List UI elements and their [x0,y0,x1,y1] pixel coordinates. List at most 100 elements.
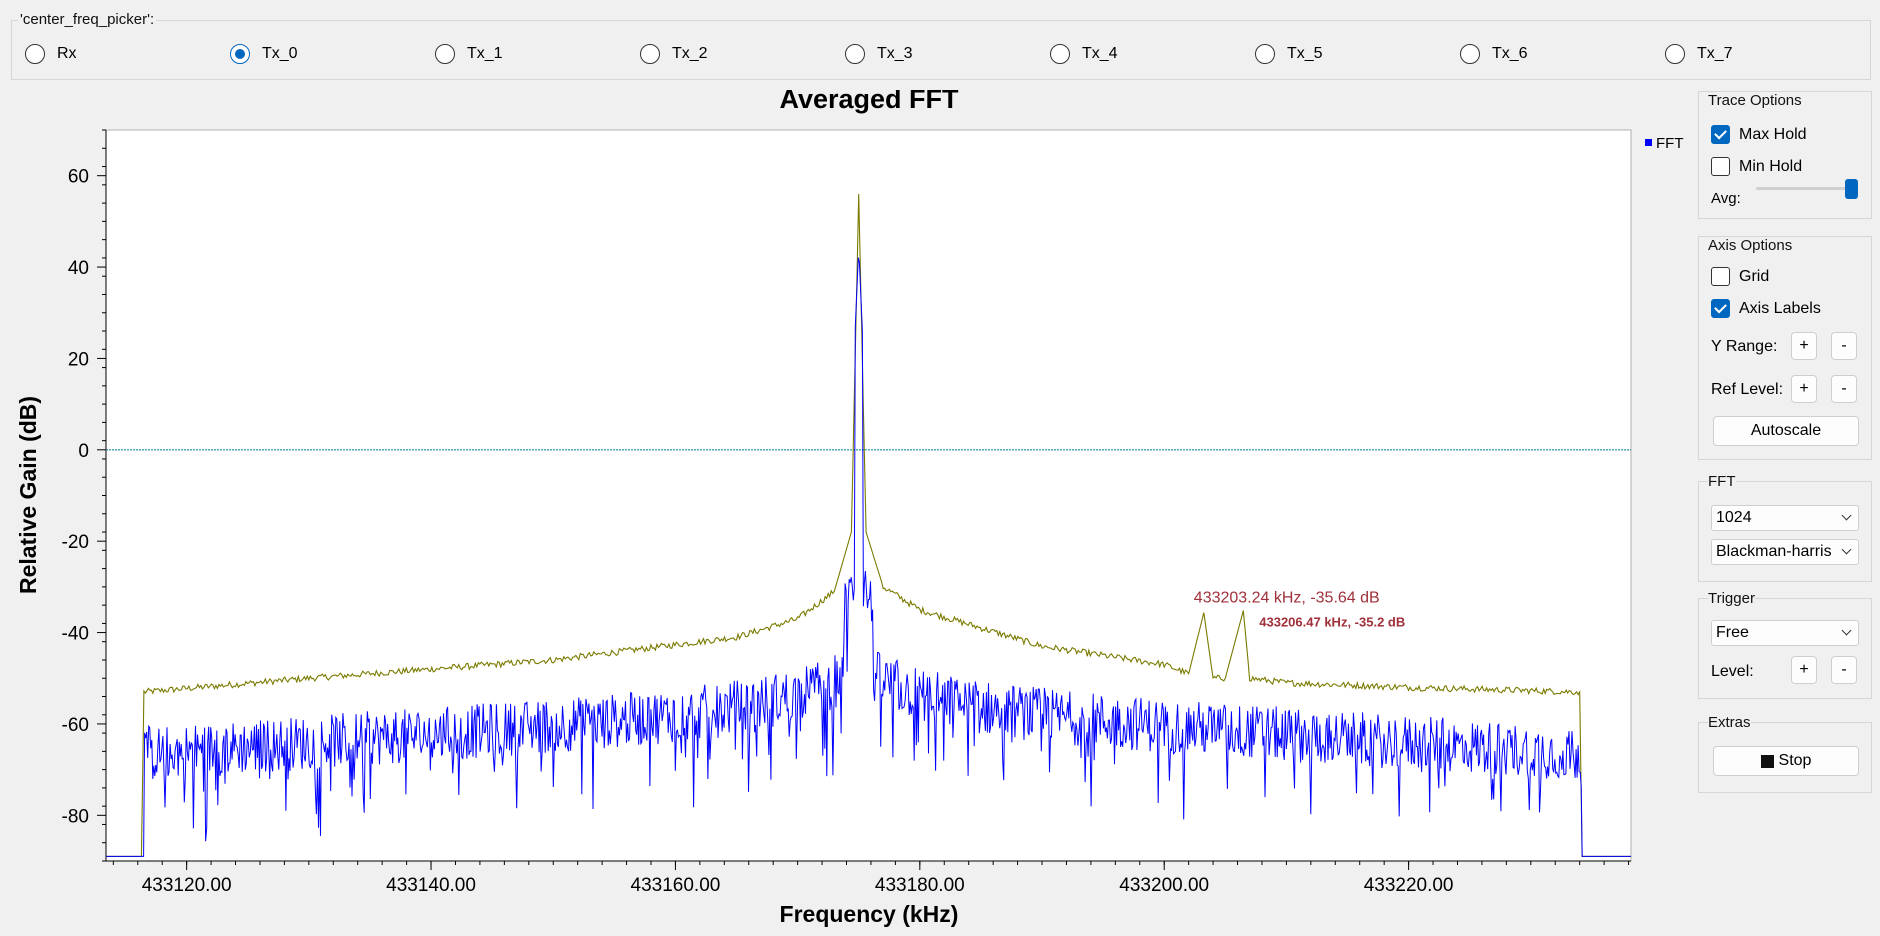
avg-label: Avg: [1711,190,1741,207]
x-tick-label: 433160.00 [631,875,721,896]
trigger-title: Trigger [1708,590,1755,607]
autoscale-button[interactable]: Autoscale [1713,416,1859,446]
radio-option-tx_2[interactable]: Tx_2 [640,44,708,64]
trigger-group: Trigger Free Level: + - [1698,590,1872,699]
peak-annotation: 433203.24 kHz, -35.64 dB [1194,590,1380,607]
fft-group: FFT 1024 Blackman-harris [1698,473,1872,582]
grid-check[interactable] [1711,267,1730,286]
legend-entry-fft: FFT [1656,135,1684,152]
y-tick-label: -40 [62,624,89,645]
y-tick-label: -60 [62,715,89,736]
x-tick-label: 433140.00 [386,875,476,896]
radio-option-tx_5[interactable]: Tx_5 [1255,44,1323,64]
trigger-level-label: Level: [1711,663,1754,680]
radio-button-icon[interactable] [1255,44,1275,64]
legend: FFT [1645,135,1684,152]
max-hold-label: Max Hold [1739,125,1807,143]
radio-option-tx_0[interactable]: Tx_0 [230,44,298,64]
y-tick-label: 40 [68,258,89,279]
min-hold-checkbox[interactable]: Min Hold [1711,157,1802,176]
radio-option-label: Tx_4 [1082,45,1118,62]
radio-button-icon[interactable] [845,44,865,64]
fft-size-select[interactable]: 1024 [1711,505,1859,531]
axis-labels-check[interactable] [1711,299,1730,318]
trace-options-title: Trace Options [1708,92,1802,109]
x-tick-label: 433200.00 [1119,875,1209,896]
fft-plot[interactable]: Averaged FFT Relative Gain (dB) Frequenc… [0,84,1700,931]
y-range-label: Y Range: [1711,338,1778,355]
chevron-down-icon [1841,510,1852,521]
axis-labels-checkbox[interactable]: Axis Labels [1711,299,1821,318]
peak-annotation: 433206.47 kHz, -35.2 dB [1259,615,1405,630]
radio-button-icon[interactable] [435,44,455,64]
chevron-down-icon [1841,625,1852,636]
radio-option-tx_1[interactable]: Tx_1 [435,44,503,64]
max-hold-check[interactable] [1711,125,1730,144]
chart-title: Averaged FFT [779,90,959,114]
ref-level-minus-button[interactable]: - [1831,375,1857,403]
radio-option-label: Tx_2 [672,45,708,62]
grid-checkbox[interactable]: Grid [1711,267,1769,286]
stop-label: Stop [1778,752,1812,769]
max-hold-checkbox[interactable]: Max Hold [1711,125,1807,144]
axis-options-title: Axis Options [1708,237,1793,254]
y-range-plus-button[interactable]: + [1791,332,1817,360]
radio-button-icon[interactable] [25,44,45,64]
x-axis-label: Frequency (kHz) [780,901,959,927]
fft-trace [106,257,1631,857]
fft-chart[interactable]: Averaged FFT Relative Gain (dB) Frequenc… [0,84,1700,931]
ref-level-plus-button[interactable]: + [1791,375,1817,403]
grid-label: Grid [1739,267,1770,285]
radio-option-label: Tx_3 [877,45,913,62]
fft-title: FFT [1708,473,1736,490]
ref-level-label: Ref Level: [1711,381,1784,398]
fft-size-value: 1024 [1716,509,1752,526]
axis-options-group: Axis Options Grid Axis Labels Y Range: +… [1698,236,1872,460]
avg-slider-track[interactable] [1756,187,1856,190]
fft-window-select[interactable]: Blackman-harris [1711,539,1859,565]
radio-button-icon[interactable] [1050,44,1070,64]
max-hold-trace [106,193,1631,857]
radio-option-label: Rx [57,45,77,62]
radio-button-icon[interactable] [640,44,660,64]
stop-icon [1760,754,1774,768]
axis-labels-label: Axis Labels [1739,299,1821,317]
y-tick-label: 20 [68,349,89,370]
radio-option-tx_4[interactable]: Tx_4 [1050,44,1118,64]
y-tick-label: -80 [62,806,89,827]
trigger-mode-value: Free [1716,624,1749,641]
min-hold-label: Min Hold [1739,157,1803,175]
radio-option-label: Tx_5 [1287,45,1323,62]
center-freq-picker-group [11,20,1871,80]
radio-option-label: Tx_7 [1697,45,1733,62]
x-tick-label: 433120.00 [142,875,232,896]
radio-option-rx[interactable]: Rx [25,44,77,64]
radio-option-label: Tx_6 [1492,45,1528,62]
center-freq-picker-title: 'center_freq_picker': [18,11,157,28]
extras-group: Extras Stop [1698,714,1872,793]
x-tick-label: 433220.00 [1364,875,1454,896]
trigger-level-plus-button[interactable]: + [1791,656,1817,684]
radio-option-tx_3[interactable]: Tx_3 [845,44,913,64]
y-axis-label: Relative Gain (dB) [15,396,41,594]
trigger-mode-select[interactable]: Free [1711,620,1859,646]
min-hold-check[interactable] [1711,157,1730,176]
radio-button-icon[interactable] [1460,44,1480,64]
radio-option-label: Tx_1 [467,45,503,62]
y-tick-label: -20 [62,532,89,553]
y-range-minus-button[interactable]: - [1831,332,1857,360]
stop-button[interactable]: Stop [1713,746,1859,776]
legend-swatch [1645,139,1652,146]
y-tick-label: 0 [78,441,89,462]
avg-slider-handle[interactable] [1845,179,1858,199]
radio-option-tx_7[interactable]: Tx_7 [1665,44,1733,64]
x-tick-label: 433180.00 [875,875,965,896]
radio-button-icon[interactable] [1665,44,1685,64]
radio-button-icon[interactable] [230,44,250,64]
radio-option-tx_6[interactable]: Tx_6 [1460,44,1528,64]
radio-option-label: Tx_0 [262,45,298,62]
chevron-down-icon [1841,544,1852,555]
trigger-level-minus-button[interactable]: - [1831,656,1857,684]
fft-window-value: Blackman-harris [1716,543,1832,560]
y-tick-label: 60 [68,167,89,188]
